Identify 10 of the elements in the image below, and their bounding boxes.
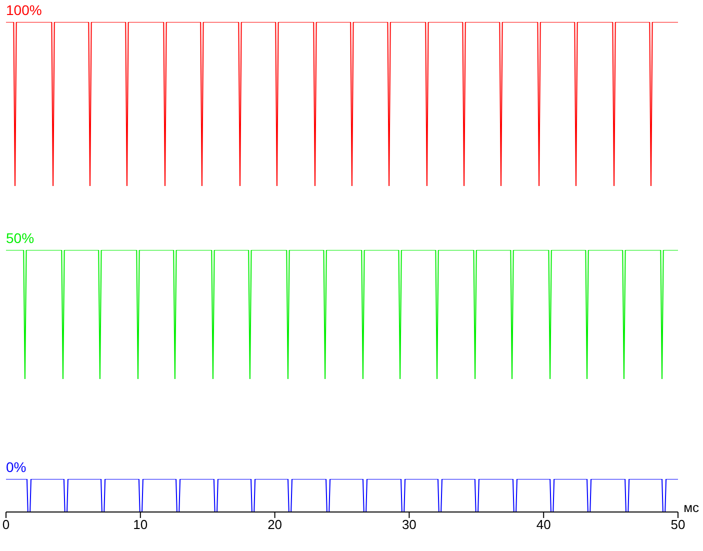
chart-title: 100% bbox=[5, 1, 43, 20]
chart-title: 0% bbox=[5, 458, 28, 477]
x-tick-label: 50 bbox=[670, 517, 686, 532]
x-tick-label: 30 bbox=[402, 517, 416, 532]
x-tick-label: 10 bbox=[133, 517, 148, 532]
x-tick-label: 20 bbox=[268, 517, 282, 532]
x-tick-label: 0 bbox=[2, 517, 10, 532]
chart-title: 50% bbox=[5, 229, 36, 248]
x-axis-title: мс bbox=[684, 500, 699, 515]
x-tick-label: 40 bbox=[536, 517, 551, 532]
